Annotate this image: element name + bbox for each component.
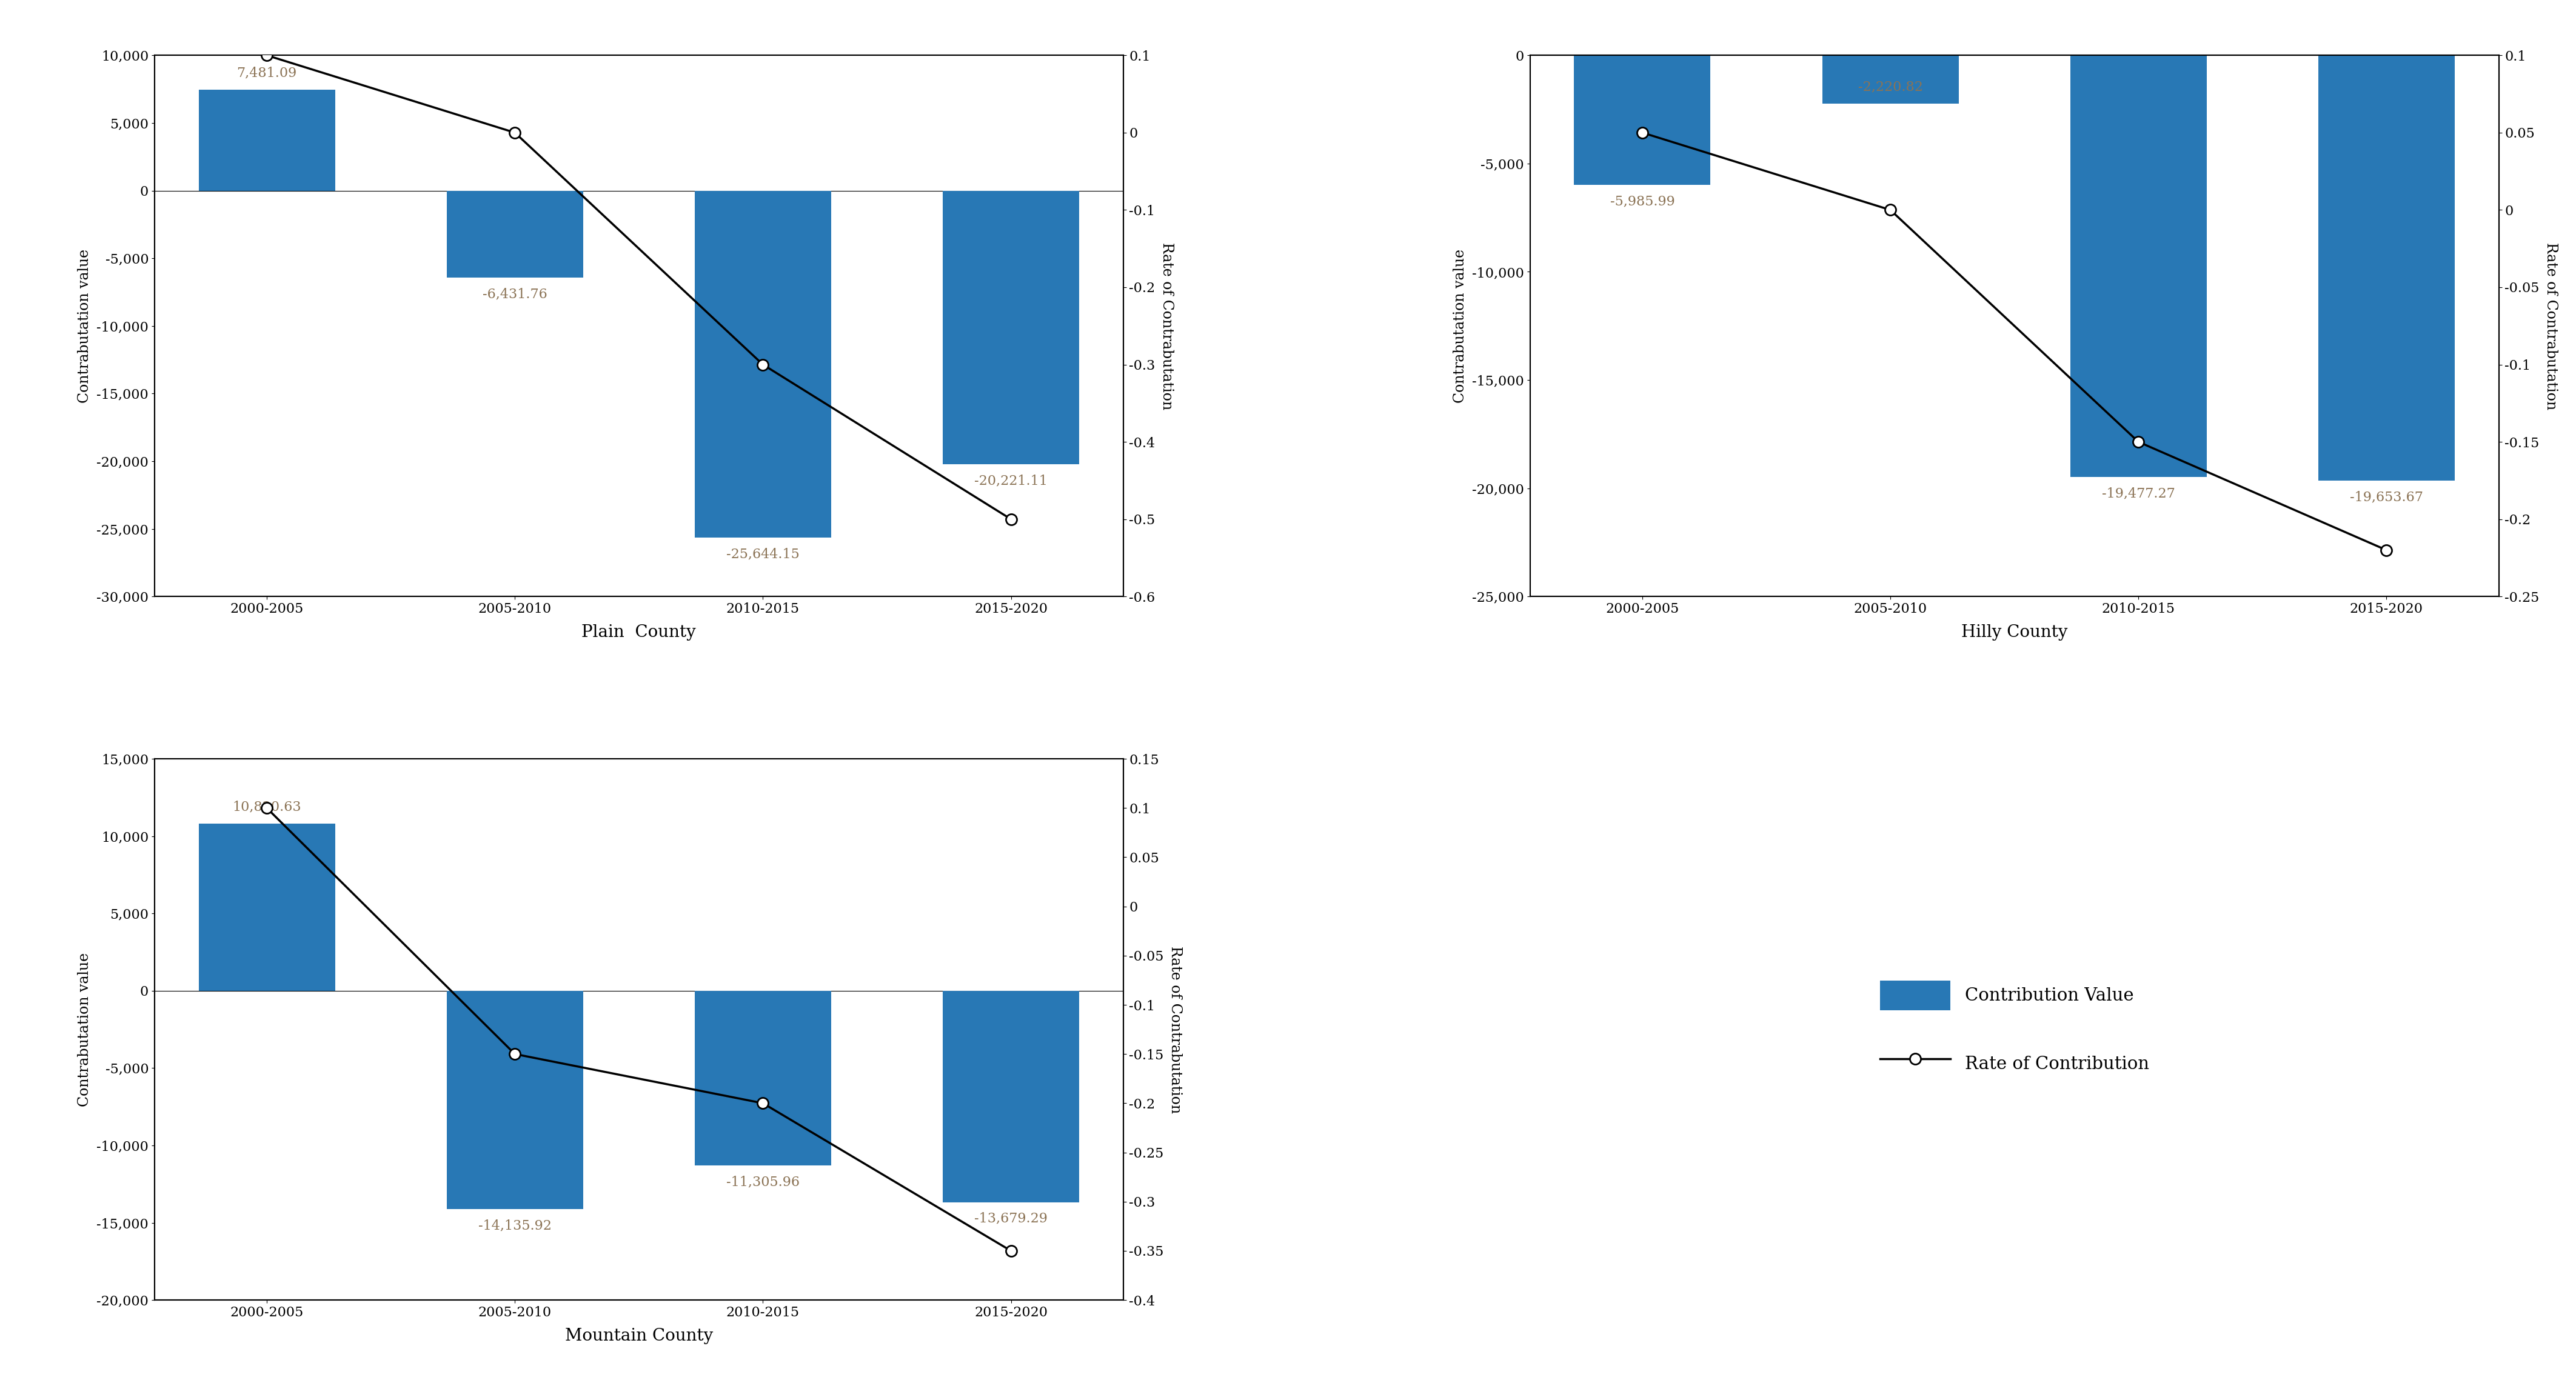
Bar	[1574, 55, 1710, 185]
Bar	[943, 191, 1079, 465]
Text: 10,820.63: 10,820.63	[232, 801, 301, 813]
Bar	[446, 191, 582, 278]
X-axis label: Plain  County: Plain County	[582, 624, 696, 640]
Text: -2,220.82: -2,220.82	[1857, 80, 1922, 94]
Bar	[696, 191, 832, 538]
Y-axis label: Contrabutation value: Contrabutation value	[1453, 249, 1468, 402]
Text: 7,481.09: 7,481.09	[237, 66, 296, 80]
Text: -20,221.11: -20,221.11	[974, 474, 1048, 487]
Text: -6,431.76: -6,431.76	[482, 288, 546, 300]
Text: -14,135.92: -14,135.92	[479, 1218, 551, 1232]
Text: -25,644.15: -25,644.15	[726, 548, 799, 560]
Bar	[198, 90, 335, 191]
Bar	[2071, 55, 2208, 477]
Text: -5,985.99: -5,985.99	[1610, 195, 1674, 207]
Y-axis label: Rate of Contrabutation: Rate of Contrabutation	[1159, 242, 1175, 409]
Text: -19,653.67: -19,653.67	[2349, 491, 2424, 503]
X-axis label: Mountain County: Mountain County	[564, 1328, 714, 1344]
Y-axis label: Contrabutation value: Contrabutation value	[77, 953, 93, 1106]
X-axis label: Hilly County: Hilly County	[1960, 624, 2069, 640]
Y-axis label: Contrabutation value: Contrabutation value	[77, 249, 93, 402]
Bar	[2318, 55, 2455, 481]
Bar	[943, 990, 1079, 1202]
Y-axis label: Rate of Contrabutation: Rate of Contrabutation	[1170, 946, 1182, 1113]
Bar	[1821, 55, 1958, 104]
Bar	[198, 823, 335, 990]
Text: -13,679.29: -13,679.29	[974, 1212, 1048, 1225]
Bar	[446, 990, 582, 1209]
Legend: Contribution Value, Rate of Contribution: Contribution Value, Rate of Contribution	[1862, 963, 2166, 1097]
Y-axis label: Rate of Contrabutation: Rate of Contrabutation	[2545, 242, 2558, 409]
Text: -11,305.96: -11,305.96	[726, 1176, 799, 1188]
Text: -19,477.27: -19,477.27	[2102, 487, 2174, 501]
Bar	[696, 990, 832, 1166]
